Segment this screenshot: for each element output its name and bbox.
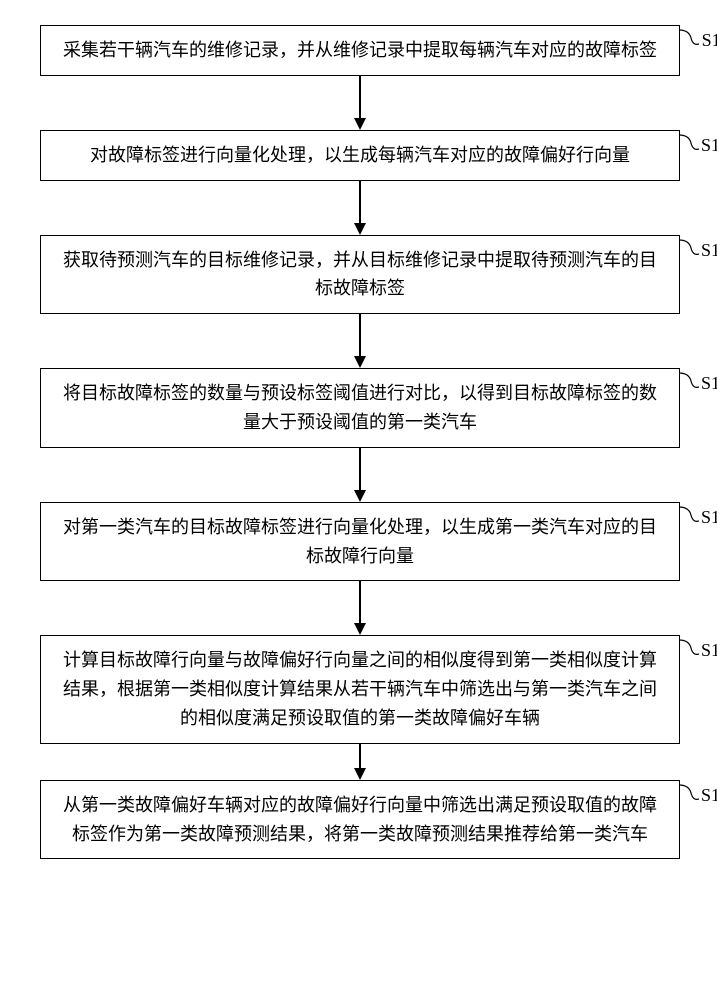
- arrow: [40, 76, 680, 130]
- arrow: [40, 448, 680, 502]
- step-box-s16: S16 计算目标故障行向量与故障偏好行向量之间的相似度得到第一类相似度计算结果，…: [40, 635, 680, 743]
- label-curve-icon: [679, 28, 699, 46]
- step-box-s11: S11 采集若干辆汽车的维修记录，并从维修记录中提取每辆汽车对应的故障标签: [40, 25, 680, 76]
- step-text: 将目标故障标签的数量与预设标签阈值进行对比，以得到目标故障标签的数量大于预设阈值…: [63, 383, 657, 432]
- step-label: S17: [701, 781, 717, 810]
- arrow: [40, 181, 680, 235]
- arrow: [40, 744, 680, 780]
- label-curve-icon: [679, 638, 699, 656]
- step-text: 获取待预测汽车的目标维修记录，并从目标维修记录中提取待预测汽车的目标故障标签: [63, 250, 657, 299]
- label-curve-icon: [679, 371, 699, 389]
- flowchart-container: S11 采集若干辆汽车的维修记录，并从维修记录中提取每辆汽车对应的故障标签 S1…: [40, 25, 680, 859]
- step-box-s13: S13 获取待预测汽车的目标维修记录，并从目标维修记录中提取待预测汽车的目标故障…: [40, 235, 680, 315]
- step-label: S13: [701, 236, 717, 265]
- arrow: [40, 581, 680, 635]
- step-label: S11: [702, 26, 717, 55]
- step-label: S14: [701, 369, 717, 398]
- step-box-s17: S17 从第一类故障偏好车辆对应的故障偏好行向量中筛选出满足预设取值的故障标签作…: [40, 780, 680, 860]
- label-curve-icon: [679, 505, 699, 523]
- step-label: S16: [701, 636, 717, 665]
- arrow: [40, 314, 680, 368]
- step-box-s14: S14 将目标故障标签的数量与预设标签阈值进行对比，以得到目标故障标签的数量大于…: [40, 368, 680, 448]
- step-box-s15: S15 对第一类汽车的目标故障标签进行向量化处理，以生成第一类汽车对应的目标故障…: [40, 502, 680, 582]
- step-text: 从第一类故障偏好车辆对应的故障偏好行向量中筛选出满足预设取值的故障标签作为第一类…: [63, 795, 657, 844]
- label-curve-icon: [679, 783, 699, 801]
- step-text: 采集若干辆汽车的维修记录，并从维修记录中提取每辆汽车对应的故障标签: [63, 40, 657, 60]
- step-label: S15: [701, 503, 717, 532]
- label-curve-icon: [679, 133, 699, 151]
- step-text: 对故障标签进行向量化处理，以生成每辆汽车对应的故障偏好行向量: [90, 145, 630, 165]
- step-text: 对第一类汽车的目标故障标签进行向量化处理，以生成第一类汽车对应的目标故障行向量: [63, 517, 657, 566]
- step-text: 计算目标故障行向量与故障偏好行向量之间的相似度得到第一类相似度计算结果，根据第一…: [63, 650, 657, 728]
- label-curve-icon: [679, 238, 699, 256]
- step-label: S12: [701, 131, 717, 160]
- step-box-s12: S12 对故障标签进行向量化处理，以生成每辆汽车对应的故障偏好行向量: [40, 130, 680, 181]
